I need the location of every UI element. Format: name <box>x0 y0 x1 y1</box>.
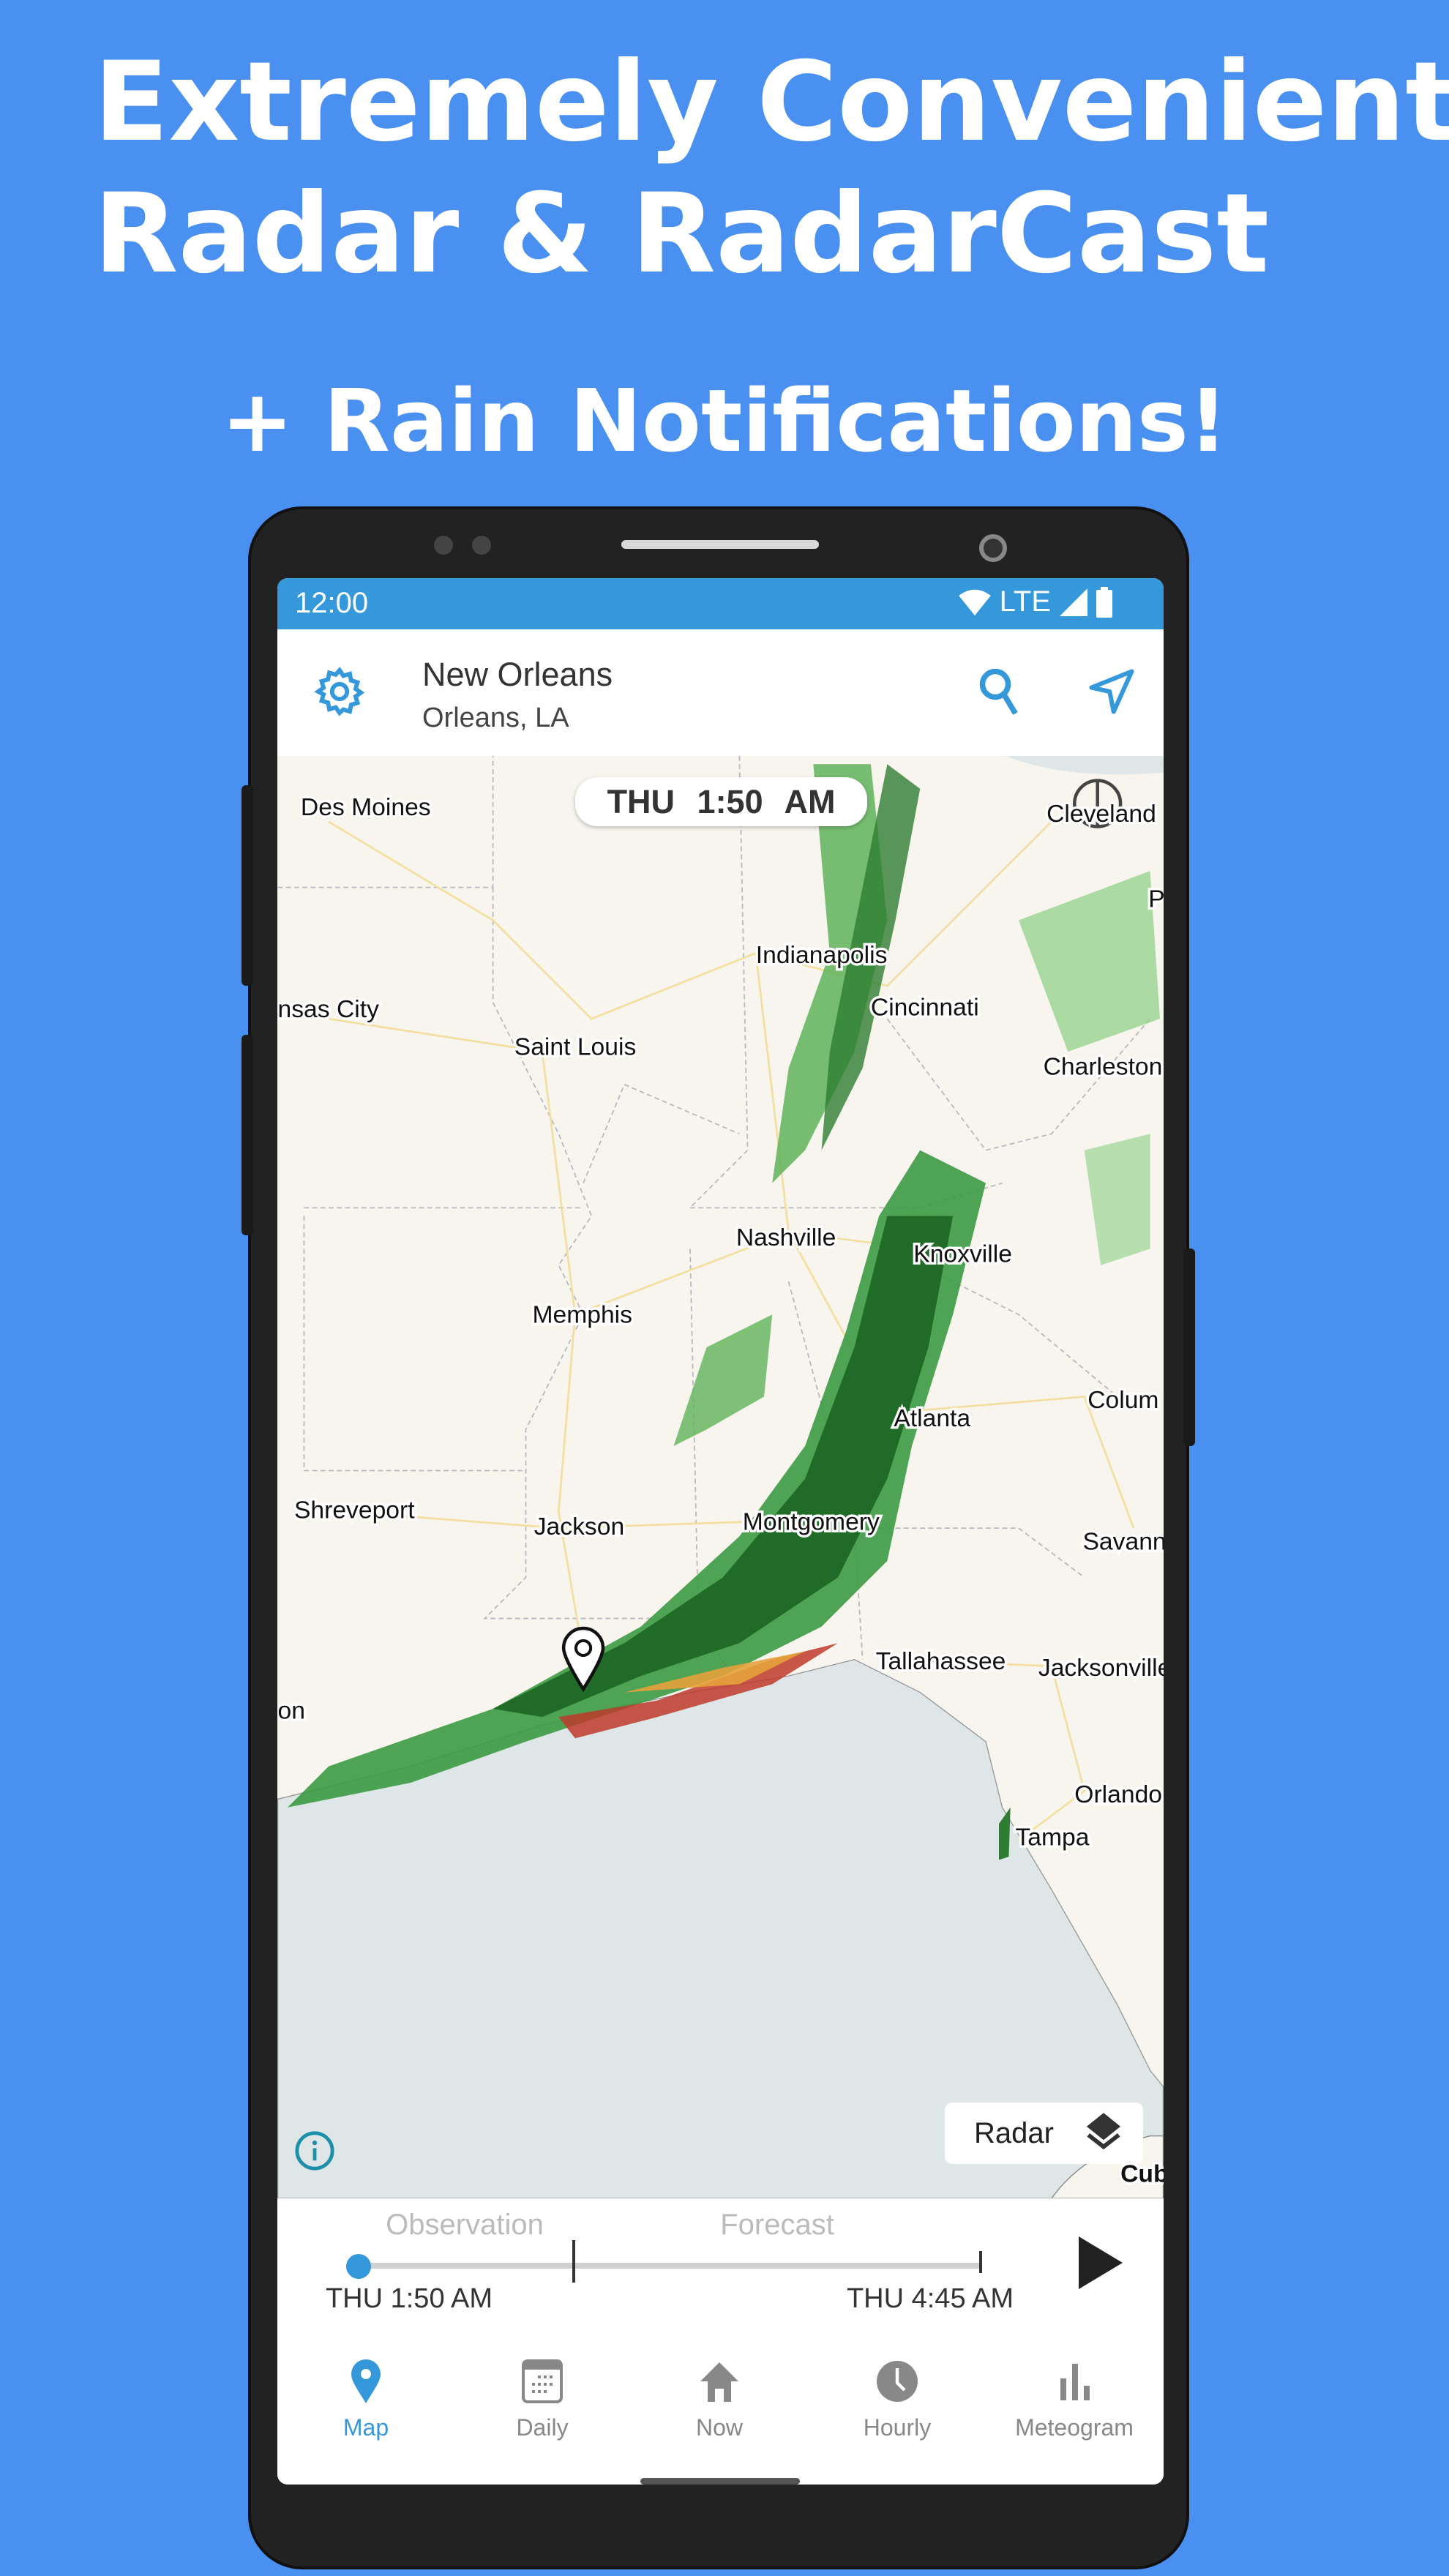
info-icon[interactable] <box>293 2130 336 2172</box>
phone-camera <box>979 534 1007 562</box>
navigation-arrow-icon[interactable] <box>1087 667 1136 716</box>
city-label: Cincinnati <box>871 995 979 1022</box>
location-pin-icon[interactable] <box>561 1626 605 1693</box>
wifi-icon <box>958 589 991 615</box>
home-indicator[interactable] <box>640 2478 800 2485</box>
home-icon <box>700 2362 738 2402</box>
nav-label: Map <box>342 2414 389 2441</box>
start-time-label: THU 1:50 AM <box>325 2283 493 2314</box>
city-label: Knoxville <box>913 1240 1012 1268</box>
city-label: Atlanta <box>894 1405 970 1432</box>
nav-tab-meteogram[interactable]: Meteogram <box>1001 2359 1147 2441</box>
city-label: Cleveland <box>1046 801 1156 828</box>
nav-tab-map[interactable]: Map <box>293 2359 439 2441</box>
layer-label: Radar <box>974 2116 1054 2149</box>
location-title[interactable]: New Orleans <box>422 656 613 693</box>
state-borders <box>277 755 1151 1677</box>
phone-sensor <box>434 536 453 555</box>
signal-icon <box>1060 588 1087 616</box>
city-label: Cub <box>1120 2161 1164 2188</box>
battery-icon <box>1096 586 1112 618</box>
city-label: Nashville <box>736 1224 836 1251</box>
city-label: Jackson <box>534 1513 624 1540</box>
phone-side-button <box>242 1035 253 1235</box>
end-time-label: THU 4:45 AM <box>846 2283 1014 2314</box>
radar-map[interactable]: Des Moines Cleveland Indianapolis Cincin… <box>277 755 1164 2199</box>
nav-tab-hourly[interactable]: Hourly <box>824 2359 970 2441</box>
promo-subheadline: + Rain Notifications! <box>221 370 1228 471</box>
phone-side-button <box>242 785 253 986</box>
city-label: Orlando <box>1074 1781 1162 1808</box>
city-label: P <box>1148 886 1164 913</box>
timeline-slider-handle[interactable] <box>346 2254 371 2279</box>
clock-icon <box>877 2361 918 2402</box>
app-header: New Orleans Orleans, LA <box>277 629 1164 756</box>
bar-chart-icon <box>1060 2364 1090 2400</box>
city-label: Des Moines <box>301 794 431 821</box>
network-type: LTE <box>999 585 1051 618</box>
play-icon[interactable] <box>1079 2236 1123 2289</box>
nav-label: Daily <box>516 2414 569 2441</box>
city-label: Saint Louis <box>514 1034 637 1061</box>
now-marker <box>572 2240 575 2283</box>
city-label: nsas City <box>278 996 380 1023</box>
map-pin-icon <box>351 2359 381 2403</box>
city-label: Tampa <box>1015 1824 1089 1851</box>
city-label: Montgomery <box>743 1508 880 1535</box>
status-bar: 12:00 LTE <box>277 578 1164 629</box>
location-overlay-circle-icon <box>1073 779 1123 828</box>
location-subtitle: Orleans, LA <box>422 703 569 733</box>
nav-tab-daily[interactable]: Daily <box>469 2359 615 2441</box>
promo-headline-line1: Extremely Convenient <box>94 39 1449 166</box>
city-label: Colum <box>1087 1387 1158 1414</box>
promo-headline-line2: Radar & RadarCast <box>94 171 1270 298</box>
forecast-label: Forecast <box>720 2209 834 2241</box>
layers-icon <box>1086 2113 1121 2150</box>
search-icon[interactable] <box>977 666 1021 717</box>
timeline-slider[interactable] <box>358 2263 981 2269</box>
city-label: Jacksonville <box>1038 1655 1164 1682</box>
end-marker <box>979 2251 982 2273</box>
nav-label: Now <box>695 2414 743 2441</box>
phone-sensor <box>472 536 491 555</box>
radar-precipitation <box>287 764 1161 1860</box>
lake-water <box>1005 756 1164 775</box>
phone-speaker <box>621 540 819 549</box>
city-label: Shreveport <box>294 1497 415 1524</box>
settings-gear-icon[interactable] <box>314 666 365 717</box>
map-canvas[interactable]: Des Moines Cleveland Indianapolis Cincin… <box>277 755 1164 2199</box>
observation-label: Observation <box>386 2209 544 2241</box>
status-time: 12:00 <box>295 587 369 619</box>
phone-power-button <box>1183 1248 1195 1446</box>
nav-label: Hourly <box>863 2414 932 2441</box>
calendar-icon <box>522 2359 563 2403</box>
city-label: Memphis <box>532 1301 632 1328</box>
app-screen: 12:00 LTE New Orleans Orleans, LA <box>277 578 1164 2485</box>
city-label: Savann <box>1082 1528 1164 1555</box>
city-label: on <box>278 1697 305 1724</box>
city-label: Charleston <box>1044 1054 1163 1081</box>
nav-label: Meteogram <box>1015 2414 1134 2441</box>
timeline-panel: Observation Forecast THU 1:50 AM THU 4:4… <box>277 2198 1164 2485</box>
radar-timestamp: THU 1:50 AM <box>575 777 867 826</box>
city-label: Indianapolis <box>756 942 888 969</box>
nav-tab-now[interactable]: Now <box>646 2359 793 2441</box>
layer-select-button[interactable]: Radar <box>945 2103 1143 2164</box>
city-label: Tallahassee <box>876 1648 1006 1675</box>
